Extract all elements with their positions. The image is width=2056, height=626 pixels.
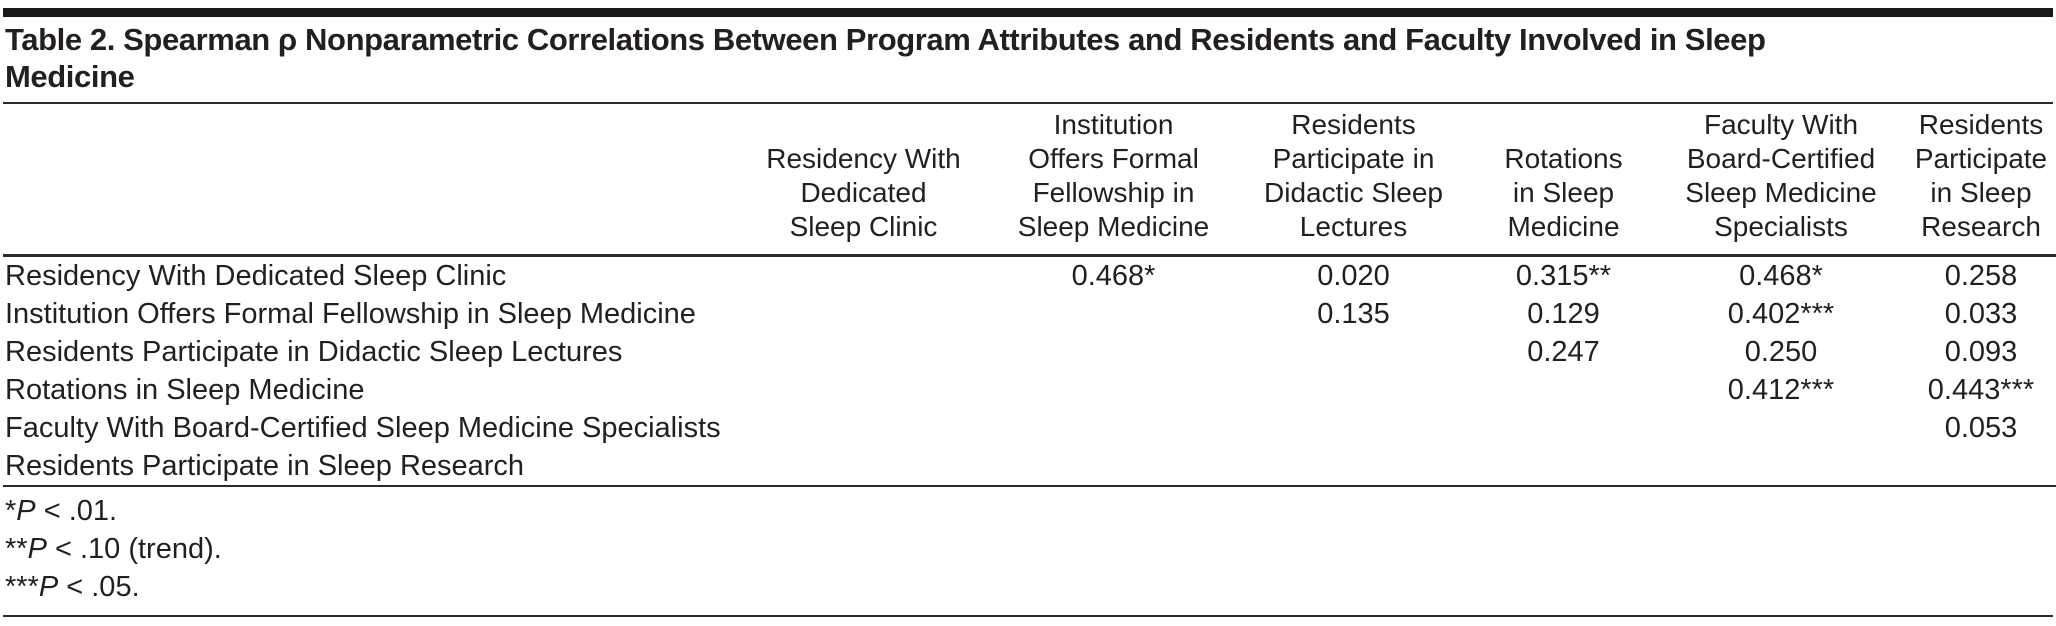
- corr-cell: 0.468*: [991, 256, 1236, 296]
- corr-cell: 0.093: [1906, 333, 2056, 371]
- col-header-board-certified-faculty: Faculty With Board-Certified Sleep Medic…: [1656, 104, 1906, 257]
- footnote-p-symbol: P: [16, 495, 36, 527]
- footnote-line: *P < .01.: [5, 492, 2053, 530]
- row-label: Institution Offers Formal Fellowship in …: [5, 298, 696, 330]
- corr-value: 0.020: [1317, 260, 1390, 292]
- corr-cell: [1236, 447, 1471, 486]
- table-row: Residents Participate in Sleep Research: [3, 447, 2056, 486]
- corr-value: 0.315**: [1515, 260, 1612, 292]
- corr-cell: 0.247: [1471, 333, 1656, 371]
- table-row: Residency With Dedicated Sleep Clinic 0.…: [3, 256, 2056, 296]
- footnote-text: < .10 (trend).: [46, 533, 222, 565]
- footnote-line: ***P < .05.: [5, 568, 2053, 606]
- table-footnotes: *P < .01. **P < .10 (trend). ***P < .05.: [3, 487, 2053, 617]
- footnote-p-symbol: P: [27, 533, 47, 565]
- corr-cell: [1656, 447, 1906, 486]
- corr-cell: [1236, 333, 1471, 371]
- table-row: Rotations in Sleep Medicine 0.412*** 0.4…: [3, 371, 2056, 409]
- correlation-table: Residency With Dedicated Sleep Clinic In…: [3, 104, 2056, 487]
- corr-cell: [991, 333, 1236, 371]
- corr-value: 0.468*: [1071, 260, 1156, 292]
- corr-cell: [736, 371, 991, 409]
- corr-cell: [1656, 409, 1906, 447]
- table-title: Table 2. Spearman ρ Nonparametric Correl…: [3, 17, 2053, 104]
- corr-cell: [991, 447, 1236, 486]
- table-top-bar: [3, 8, 2053, 17]
- corr-value: 0.033: [1944, 298, 2018, 330]
- corr-cell: [991, 295, 1236, 333]
- footnote-line: **P < .10 (trend).: [5, 530, 2053, 568]
- footnote-text: < .01.: [35, 495, 118, 527]
- corr-cell: 0.020: [1236, 256, 1471, 296]
- row-label: Residency With Dedicated Sleep Clinic: [5, 260, 507, 292]
- corr-value: 0.053: [1944, 412, 2018, 444]
- corr-value: 0.412***: [1727, 374, 1835, 406]
- footnote-stars: ***: [5, 571, 39, 603]
- footnote-stars: **: [5, 533, 28, 565]
- corr-value: 0.250: [1744, 336, 1818, 368]
- corr-cell: 0.053: [1906, 409, 2056, 447]
- table-row: Residents Participate in Didactic Sleep …: [3, 333, 2056, 371]
- row-label: Rotations in Sleep Medicine: [5, 374, 365, 406]
- row-label: Residents Participate in Didactic Sleep …: [5, 336, 623, 368]
- corr-cell: 0.443***: [1906, 371, 2056, 409]
- corr-cell: [736, 295, 991, 333]
- corr-cell: 0.412***: [1656, 371, 1906, 409]
- corr-value: 0.135: [1317, 298, 1390, 330]
- footnote-p-symbol: P: [38, 571, 59, 603]
- corr-cell: [1471, 447, 1656, 486]
- col-header-sleep-research: Residents Participate in Sleep Research: [1906, 104, 2056, 257]
- header-row: Residency With Dedicated Sleep Clinic In…: [3, 104, 2056, 257]
- corr-cell: [1471, 409, 1656, 447]
- corr-cell: [1236, 371, 1471, 409]
- corr-cell: 0.258: [1906, 256, 2056, 296]
- col-header-rotations: Rotations in Sleep Medicine: [1471, 104, 1656, 257]
- table-body: Residency With Dedicated Sleep Clinic 0.…: [3, 256, 2056, 486]
- corr-cell: 0.033: [1906, 295, 2056, 333]
- corr-cell: 0.468*: [1656, 256, 1906, 296]
- corr-value: 0.443***: [1927, 374, 2035, 406]
- corr-cell: 0.129: [1471, 295, 1656, 333]
- corr-value: 0.258: [1944, 260, 2018, 292]
- table-header: Residency With Dedicated Sleep Clinic In…: [3, 104, 2056, 257]
- corr-cell: [736, 447, 991, 486]
- corr-cell: [1236, 409, 1471, 447]
- row-header-spacer: [3, 104, 736, 257]
- corr-cell: [1906, 447, 2056, 486]
- corr-value: 0.468*: [1739, 260, 1823, 292]
- corr-cell: [1471, 371, 1656, 409]
- corr-cell: 0.135: [1236, 295, 1471, 333]
- col-header-formal-fellowship: Institution Offers Formal Fellowship in …: [991, 104, 1236, 257]
- corr-value: 0.247: [1527, 336, 1600, 368]
- row-label: Residents Participate in Sleep Research: [5, 450, 525, 482]
- row-label: Faculty With Board-Certified Sleep Medic…: [5, 412, 721, 444]
- corr-cell: [736, 333, 991, 371]
- col-header-dedicated-sleep-clinic: Residency With Dedicated Sleep Clinic: [736, 104, 991, 257]
- corr-value: 0.129: [1527, 298, 1600, 330]
- corr-cell: [991, 371, 1236, 409]
- footnote-text: < .05.: [58, 571, 140, 603]
- corr-cell: 0.402***: [1656, 295, 1906, 333]
- table-row: Institution Offers Formal Fellowship in …: [3, 295, 2056, 333]
- footnote-stars: *: [5, 495, 17, 527]
- corr-cell: 0.250: [1656, 333, 1906, 371]
- corr-cell: [991, 409, 1236, 447]
- corr-cell: [736, 256, 991, 296]
- col-header-didactic-lectures: Residents Participate in Didactic Sleep …: [1236, 104, 1471, 257]
- corr-cell: 0.315**: [1471, 256, 1656, 296]
- corr-value: 0.402***: [1727, 298, 1835, 330]
- corr-cell: [736, 409, 991, 447]
- corr-value: 0.093: [1944, 336, 2018, 368]
- table-row: Faculty With Board-Certified Sleep Medic…: [3, 409, 2056, 447]
